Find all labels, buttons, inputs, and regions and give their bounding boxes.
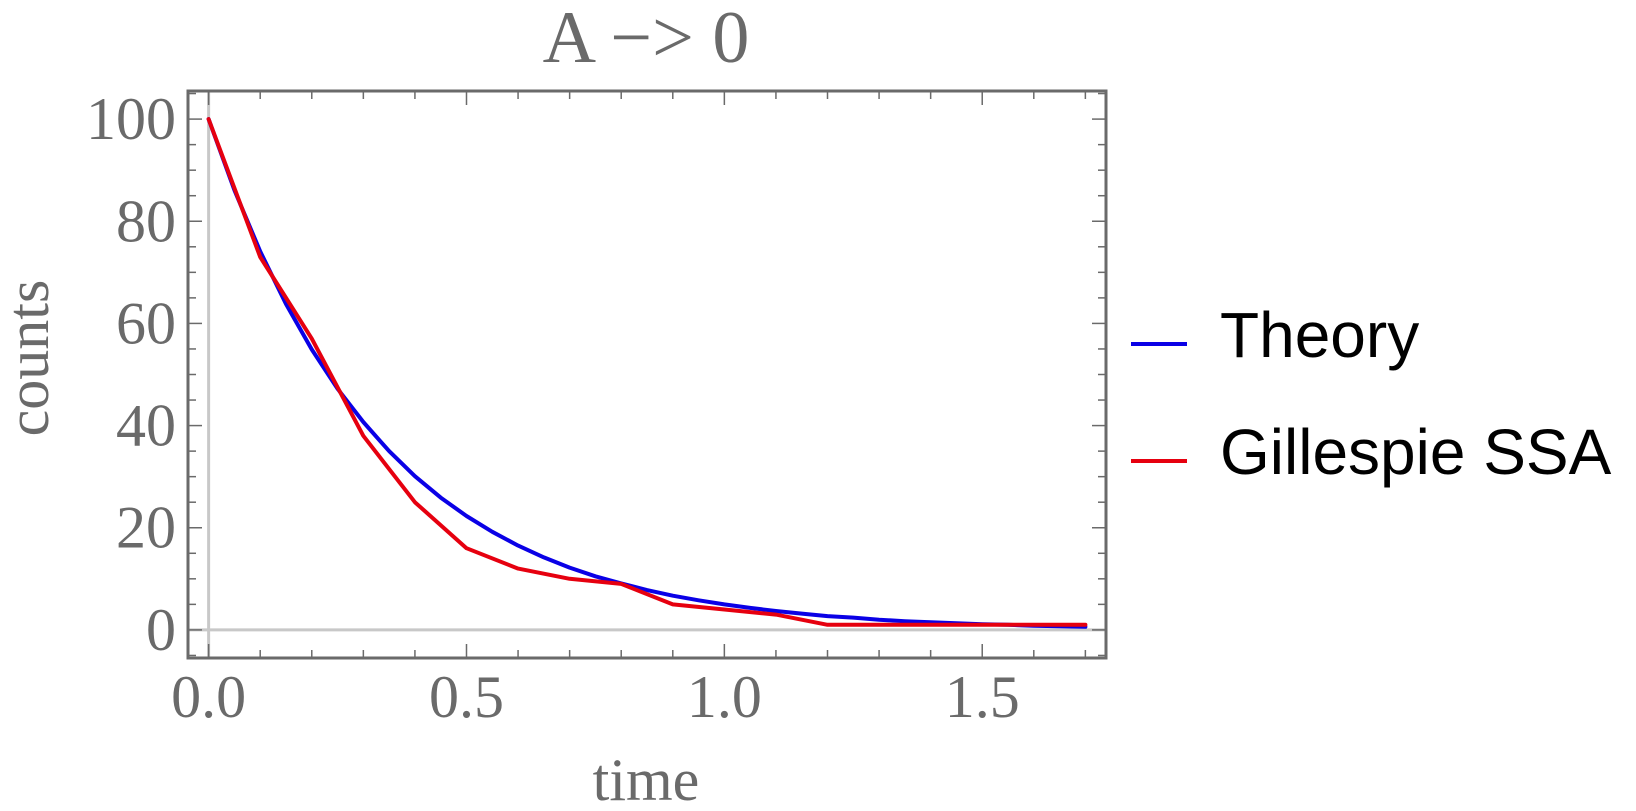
plot-frame <box>186 89 1108 660</box>
x-tick-label: 1.0 <box>687 664 762 730</box>
tick-marks <box>188 91 1106 658</box>
y-tick-label: 40 <box>116 393 176 459</box>
tick-labels: 0.0 0.5 1.0 1.5 0 20 40 60 80 100 <box>86 86 1020 730</box>
x-tick-label: 0.5 <box>429 664 504 730</box>
legend-label-gillespie-ssa: Gillespie SSA <box>1220 416 1612 488</box>
y-axis-label: counts <box>0 280 61 437</box>
legend: Theory Gillespie SSA <box>1131 299 1612 488</box>
series-group <box>206 117 1088 629</box>
y-tick-label: 0 <box>146 597 176 663</box>
y-tick-label: 60 <box>116 290 176 356</box>
y-tick-label: 80 <box>116 188 176 254</box>
chart-title: A −> 0 <box>543 0 750 79</box>
y-tick-label: 100 <box>86 86 176 152</box>
x-tick-label: 1.5 <box>945 664 1020 730</box>
x-tick-label: 0.0 <box>171 664 246 730</box>
series-line-theory <box>206 117 1088 629</box>
x-axis-label: time <box>593 747 700 811</box>
series-line-gillespie-ssa <box>206 117 1088 627</box>
legend-label-theory: Theory <box>1220 299 1419 371</box>
y-tick-label: 20 <box>116 495 176 561</box>
axis-lines <box>188 91 1106 658</box>
